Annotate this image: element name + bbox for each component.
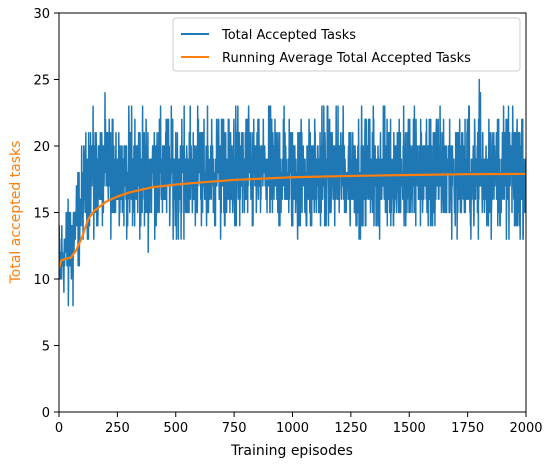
series-line-running-average	[59, 172, 526, 269]
legend-label-total-accepted: Total Accepted Tasks	[221, 28, 356, 43]
y-tick-label: 30	[33, 7, 50, 22]
legend-box	[172, 17, 521, 72]
x-tick-label: 250	[105, 421, 130, 436]
y-tick-label: 10	[33, 273, 50, 288]
legend: Total Accepted Tasks Running Average Tot…	[172, 17, 521, 72]
x-tick-label: 750	[222, 421, 247, 436]
y-tick-label: 0	[42, 406, 50, 421]
x-tick-label: 1750	[451, 421, 484, 436]
y-tick-label: 15	[33, 207, 50, 222]
y-tick-label: 25	[33, 74, 50, 89]
y-axis-label: Total accepted tasks	[8, 141, 24, 285]
x-tick-label: 1000	[276, 421, 309, 436]
x-tick-label: 1500	[393, 421, 426, 436]
y-tick-label: 20	[33, 140, 50, 155]
legend-label-running-average: Running Average Total Accepted Tasks	[222, 51, 471, 66]
x-axis-label: Training episodes	[230, 443, 353, 459]
x-tick-label: 2000	[509, 421, 542, 436]
x-tick-label: 0	[55, 421, 63, 436]
x-tick-label: 500	[163, 421, 188, 436]
y-tick-label: 5	[42, 340, 50, 355]
series-line-total-accepted	[59, 78, 526, 307]
x-tick-label: 1250	[334, 421, 367, 436]
